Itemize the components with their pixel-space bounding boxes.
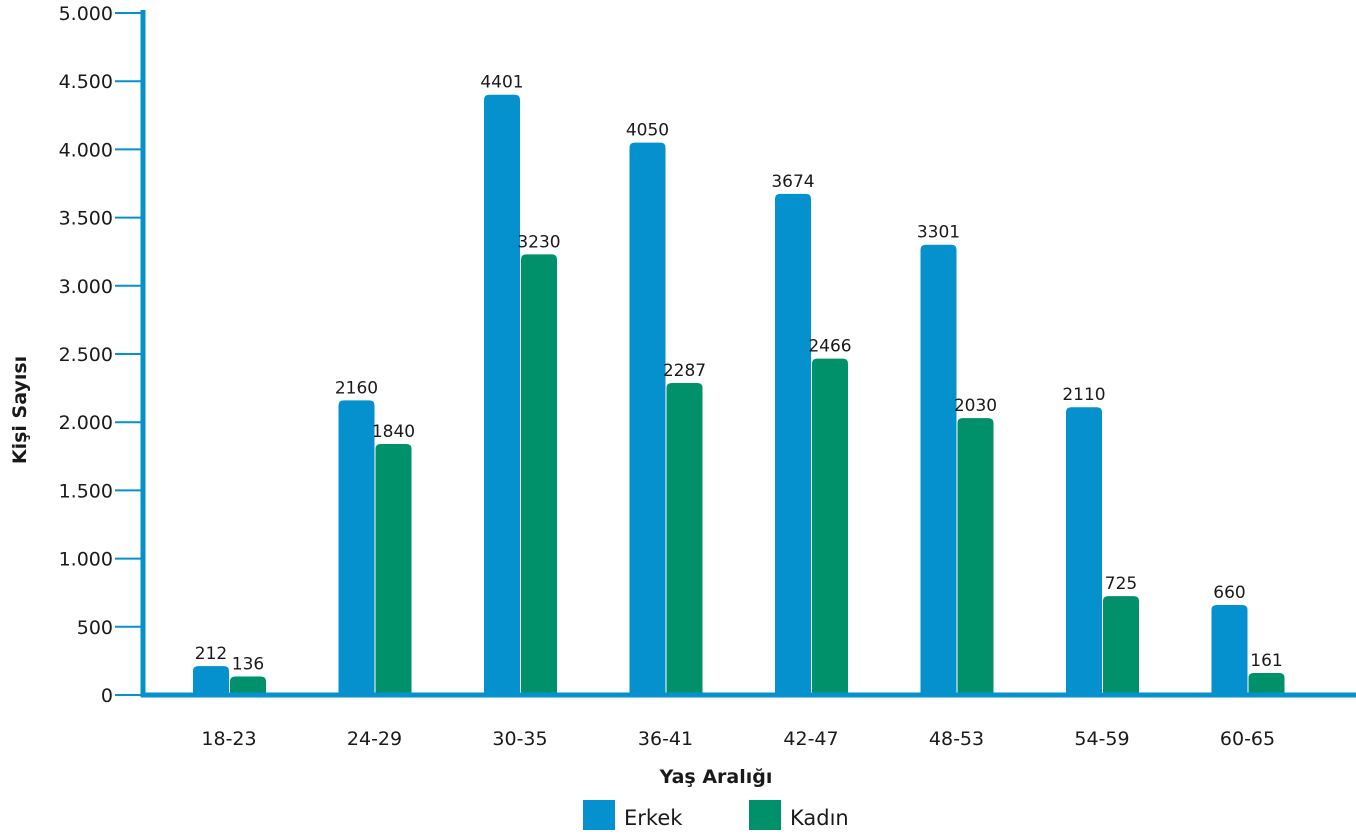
value-label: 136 (232, 654, 264, 674)
bars-layer (193, 94, 1285, 696)
value-label: 3230 (517, 232, 560, 252)
value-label: 3301 (917, 223, 960, 243)
y-tick-label: 0 (101, 685, 113, 707)
legend-label-erkek: Erkek (624, 806, 683, 830)
y-tick-label: 4.500 (59, 71, 113, 93)
y-tick-label: 2.000 (59, 412, 113, 434)
y-tick-label: 3.000 (59, 276, 113, 298)
legend: Erkek Kadın (583, 800, 849, 830)
x-tick-label: 54-59 (1074, 728, 1129, 750)
y-axis-ticks: 0 500 1.000 1.500 2.000 2.500 3.000 3.500 4.000 4… (59, 3, 143, 707)
x-tick-label: 18-23 (201, 728, 256, 750)
legend-swatch-kadin (749, 800, 781, 830)
y-tick-label: 500 (77, 617, 113, 639)
bar-erkek-48-53 (920, 244, 957, 696)
y-tick-label: 3.500 (59, 208, 113, 230)
bar-kadin-18-23 (230, 676, 266, 695)
bar-erkek-42-47 (775, 193, 811, 695)
x-tick-label: 42-47 (783, 728, 838, 750)
y-tick-label: 5.000 (59, 3, 113, 25)
bar-kadin-60-65 (1248, 673, 1285, 695)
value-label: 2466 (808, 337, 851, 357)
value-label: 212 (195, 644, 227, 664)
x-tick-label: 24-29 (347, 728, 402, 750)
value-label: 4401 (480, 73, 523, 93)
bar-erkek-36-41 (629, 142, 666, 695)
y-tick-label: 1.500 (59, 480, 113, 502)
x-tick-label: 48-53 (929, 728, 984, 750)
y-tick-label: 2.500 (59, 344, 113, 366)
value-label: 1840 (372, 422, 415, 442)
bar-erkek-30-35 (484, 94, 520, 695)
bar-erkek-18-23 (193, 666, 229, 695)
value-label: 2110 (1062, 385, 1105, 405)
value-label: 725 (1105, 574, 1137, 594)
value-label: 4050 (626, 121, 669, 141)
x-tick-label: 30-35 (492, 728, 547, 750)
bar-kadin-24-29 (375, 444, 412, 695)
bar-kadin-30-35 (521, 254, 557, 696)
legend-label-kadin: Kadın (790, 806, 849, 830)
legend-swatch-erkek (583, 800, 615, 830)
y-tick-label: 1.000 (59, 549, 113, 571)
value-label: 3674 (771, 172, 814, 192)
value-label: 2160 (335, 378, 378, 398)
y-axis-title: Kişi Sayısı (9, 356, 31, 464)
x-axis-ticks: 18-23 24-29 30-35 36-41 42-47 48-53 54-59 60-65 (201, 728, 1275, 750)
bar-kadin-36-41 (666, 383, 703, 695)
x-tick-label: 60-65 (1220, 728, 1275, 750)
value-label: 2030 (954, 396, 997, 416)
y-tick-label: 4.000 (59, 139, 113, 161)
bar-kadin-42-47 (812, 358, 848, 695)
value-label: 660 (1213, 583, 1245, 603)
x-axis-title: Yaş Aralığı (659, 766, 773, 788)
bar-kadin-48-53 (957, 418, 994, 695)
bar-erkek-54-59 (1066, 407, 1102, 695)
value-label: 2287 (663, 361, 706, 381)
bar-erkek-60-65 (1211, 604, 1248, 695)
bar-kadin-54-59 (1103, 596, 1139, 695)
value-label: 161 (1250, 651, 1282, 671)
x-tick-label: 36-41 (638, 728, 693, 750)
bar-erkek-24-29 (338, 400, 375, 695)
